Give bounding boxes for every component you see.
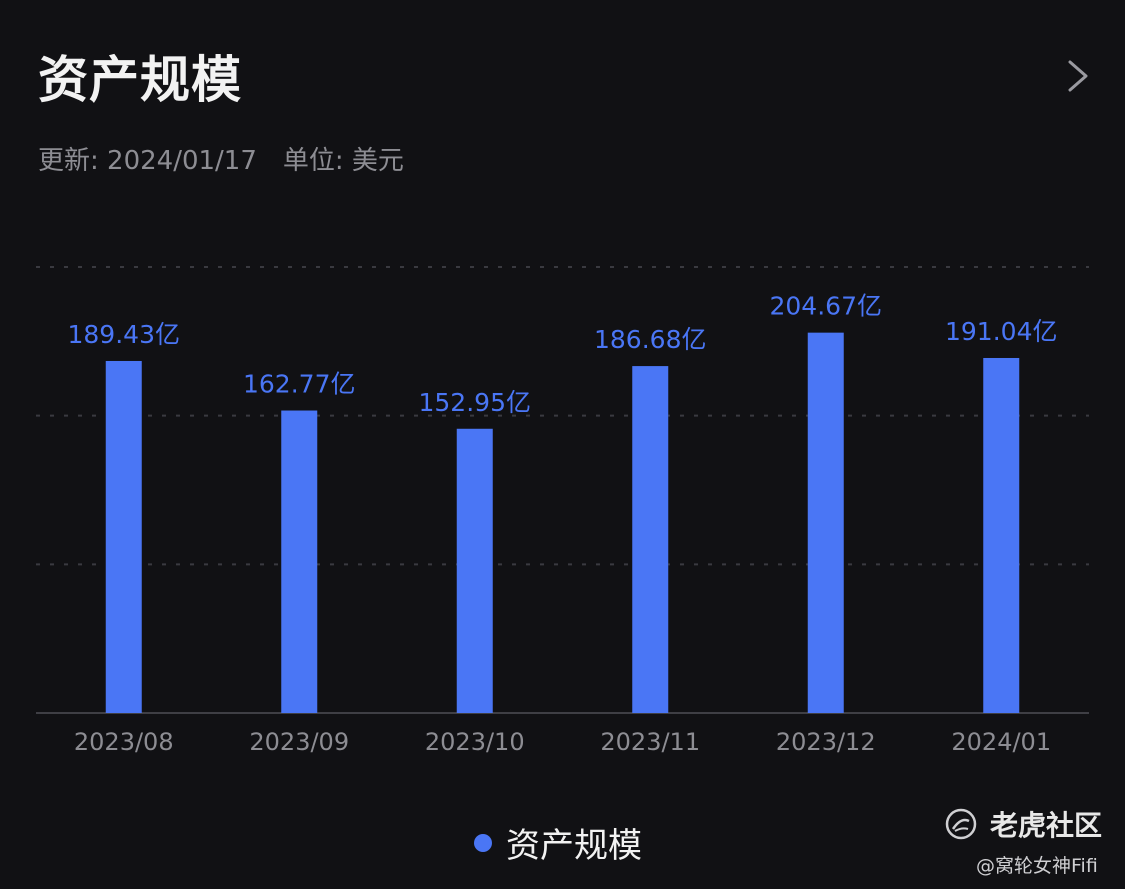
page-title: 资产规模	[38, 51, 242, 109]
chart-meta: 更新: 2024/01/17 单位: 美元	[38, 140, 404, 177]
chart-x-ticks: 2023/08 2023/09 2023/10 2023/11 2023/12 2024/…	[74, 728, 1051, 756]
chart-grid	[36, 266, 1089, 714]
x-tick-label: 2023/08	[74, 728, 174, 756]
bar	[281, 410, 318, 713]
x-tick-label: 2024/01	[951, 728, 1051, 756]
data-label: 189.43亿	[68, 320, 180, 349]
unit-label: 单位: 美元	[282, 146, 404, 176]
legend: 资产规模	[474, 818, 642, 867]
watermark-brand: 老虎社区	[944, 804, 1102, 844]
watermark-brand-text: 老虎社区	[990, 809, 1103, 842]
x-tick-label: 2023/12	[776, 728, 876, 756]
bar	[105, 360, 142, 713]
bar	[456, 428, 493, 713]
data-label: 186.68亿	[594, 325, 706, 354]
data-label: 191.04亿	[945, 317, 1057, 346]
legend-swatch	[474, 833, 492, 852]
data-label: 152.95亿	[419, 388, 531, 417]
chart-data-labels: 189.43亿 162.77亿 152.95亿 186.68亿 204.67亿 191.0…	[68, 292, 1058, 417]
bar	[983, 357, 1020, 713]
x-tick-label: 2023/09	[249, 728, 349, 756]
data-label: 162.77亿	[243, 370, 355, 399]
legend-label: 资产规模	[506, 826, 642, 866]
x-tick-label: 2023/10	[425, 728, 525, 756]
chart-bars	[105, 332, 1020, 713]
bar	[632, 366, 669, 713]
watermark-author: @窝轮女神Fifi	[976, 855, 1098, 877]
data-label: 204.67亿	[770, 292, 882, 321]
x-tick-label: 2023/11	[600, 728, 700, 756]
update-date: 更新: 2024/01/17	[38, 146, 257, 176]
chevron-right-icon[interactable]	[1062, 56, 1092, 96]
tiger-logo-icon	[945, 808, 977, 840]
bar	[807, 332, 844, 713]
